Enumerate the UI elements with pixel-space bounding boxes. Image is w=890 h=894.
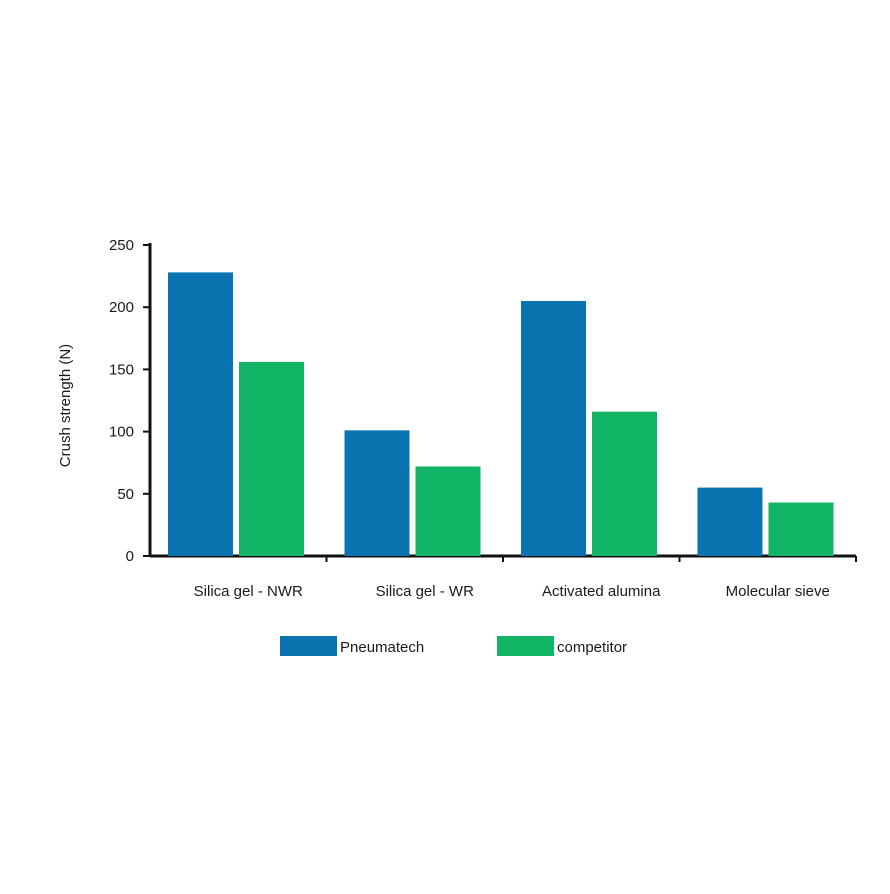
bar-pneumatech — [521, 300, 586, 556]
y-axis: 0 50 100 150 200 250 — [109, 237, 152, 565]
bar-competitor — [768, 502, 834, 556]
y-tick-label: 50 — [117, 486, 134, 503]
legend-label: competitor — [557, 639, 627, 656]
legend-label: Pneumatech — [340, 639, 424, 656]
bar-pneumatech — [344, 430, 410, 556]
y-tick-label: 200 — [109, 299, 134, 316]
bar-competitor — [239, 361, 304, 556]
bar-pneumatech — [697, 487, 763, 556]
legend-item: Pneumatech — [280, 636, 424, 656]
legend-item: competitor — [497, 636, 627, 656]
bar-competitor — [592, 411, 657, 556]
bar-pneumatech — [168, 272, 233, 556]
legend: Pneumatech competitor — [280, 636, 627, 656]
legend-swatch — [497, 636, 554, 656]
bar-competitor — [415, 466, 481, 556]
y-tick-label: 150 — [109, 361, 134, 378]
y-tick-label: 250 — [109, 237, 134, 254]
y-axis-title: Crush strength (N) — [57, 344, 74, 467]
bars — [168, 272, 834, 556]
x-axis — [150, 554, 857, 562]
category-labels: Silica gel - NWR Silica gel - WR Activated… — [194, 583, 830, 600]
x-tick-label: Silica gel - NWR — [194, 583, 303, 600]
y-tick-label: 100 — [109, 424, 134, 441]
legend-swatch — [280, 636, 337, 656]
x-tick-label: Activated alumina — [542, 583, 661, 600]
x-tick-label: Molecular sieve — [726, 583, 830, 600]
x-tick-label: Silica gel - WR — [376, 583, 475, 600]
y-tick-label: 0 — [126, 548, 134, 565]
